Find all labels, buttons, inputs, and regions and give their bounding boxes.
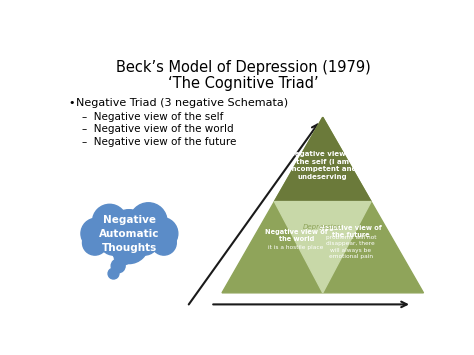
Polygon shape: [222, 117, 423, 293]
Circle shape: [107, 210, 151, 253]
Text: ‘The Cognitive Triad’: ‘The Cognitive Triad’: [168, 76, 318, 92]
Polygon shape: [274, 202, 371, 293]
Circle shape: [81, 218, 112, 249]
Circle shape: [114, 248, 131, 265]
Text: –  Negative view of the world: – Negative view of the world: [82, 124, 234, 134]
Circle shape: [108, 268, 119, 279]
Circle shape: [109, 225, 148, 264]
Text: Beck’s Model of Depression (1979): Beck’s Model of Depression (1979): [116, 60, 370, 75]
Text: Negative Triad (3 negative Schemata): Negative Triad (3 negative Schemata): [76, 98, 288, 108]
Text: Negative view of
the future: Negative view of the future: [319, 225, 382, 238]
Text: it is a hostile place: it is a hostile place: [268, 245, 324, 250]
Circle shape: [82, 230, 107, 255]
Text: problems will not
disappear, there
will always be
emotional pain: problems will not disappear, there will …: [326, 235, 376, 259]
Polygon shape: [274, 117, 371, 202]
Text: –  Negative view of the self: – Negative view of the self: [82, 112, 224, 122]
Circle shape: [111, 259, 125, 273]
Circle shape: [130, 228, 158, 255]
Text: Depression: Depression: [303, 224, 342, 230]
Circle shape: [152, 230, 176, 255]
Circle shape: [130, 203, 167, 240]
Text: •: •: [69, 98, 75, 108]
Text: Negative
Automatic
Thoughts: Negative Automatic Thoughts: [99, 214, 159, 252]
Circle shape: [92, 204, 127, 238]
Text: –  Negative view of the future: – Negative view of the future: [82, 137, 237, 147]
Circle shape: [145, 217, 178, 250]
Text: Negative view of
the world: Negative view of the world: [265, 229, 328, 242]
Circle shape: [100, 228, 128, 255]
Text: Negative view of
the self (I am
incompetent and
undeserving: Negative view of the self (I am incompet…: [289, 151, 356, 180]
